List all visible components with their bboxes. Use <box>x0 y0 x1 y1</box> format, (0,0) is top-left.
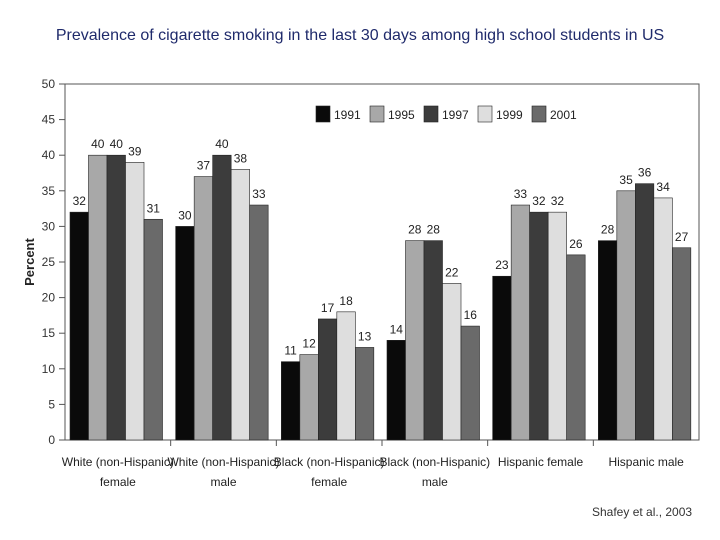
bar <box>193 176 213 441</box>
x-axis: White (non-Hispanic) female White (non-His… <box>62 455 684 489</box>
data-label: 34 <box>656 180 670 194</box>
legend-swatch <box>369 105 385 123</box>
legend-label: 1997 <box>442 108 469 122</box>
bar <box>69 211 89 441</box>
y-axis: 0 5 10 15 20 25 30 35 40 45 50 <box>42 77 65 447</box>
bar <box>423 240 443 441</box>
data-label: 14 <box>390 322 404 336</box>
data-label: 35 <box>619 173 633 187</box>
data-label: 27 <box>675 230 689 244</box>
category-label: male <box>422 475 448 489</box>
bar <box>175 226 195 441</box>
data-label: 13 <box>358 329 372 343</box>
legend-label: 2001 <box>550 108 577 122</box>
data-label: 16 <box>464 308 478 322</box>
bar <box>336 311 356 441</box>
legend-swatch <box>315 105 331 123</box>
bar <box>653 197 673 441</box>
data-label: 17 <box>321 301 335 315</box>
bar <box>212 154 232 441</box>
slide-title: Prevalence of cigarette smoking in the l… <box>55 27 665 44</box>
category-label: female <box>100 475 136 489</box>
data-label: 28 <box>427 223 441 237</box>
category-label: female <box>311 475 347 489</box>
bar <box>547 211 567 441</box>
data-label: 18 <box>339 294 353 308</box>
data-label: 40 <box>91 137 105 151</box>
legend-label: 1999 <box>496 108 523 122</box>
data-label: 33 <box>252 187 266 201</box>
bar <box>355 347 375 441</box>
y-axis-label: Percent <box>22 237 37 285</box>
data-label: 26 <box>569 237 583 251</box>
bar <box>230 169 250 441</box>
legend-label: 1991 <box>334 108 361 122</box>
bar <box>88 154 108 441</box>
legend-swatch <box>423 105 439 123</box>
bars-group: 32 40 40 39 31 30 37 40 38 33 11 12 17 18 13 14 28 28 22 16… <box>69 137 692 446</box>
data-label: 12 <box>302 337 316 351</box>
bar <box>635 183 655 441</box>
bar <box>672 247 692 441</box>
data-label: 32 <box>551 194 565 208</box>
y-tick-label: 50 <box>42 77 56 91</box>
y-tick-label: 0 <box>48 433 55 447</box>
category-label: male <box>210 475 236 489</box>
bar <box>143 218 163 441</box>
data-label: 32 <box>73 194 87 208</box>
legend-swatch <box>477 105 493 123</box>
bar <box>281 361 301 441</box>
legend: 1991 1995 1997 1999 2001 <box>315 105 577 123</box>
bar <box>492 275 512 441</box>
y-tick-label: 20 <box>42 291 56 305</box>
data-label: 28 <box>408 223 422 237</box>
y-tick-label: 35 <box>42 184 56 198</box>
y-tick-label: 15 <box>42 326 56 340</box>
y-tick-label: 10 <box>42 362 56 376</box>
bar <box>460 325 480 441</box>
bar <box>249 204 269 441</box>
bar <box>616 190 636 441</box>
y-tick-label: 30 <box>42 219 56 233</box>
data-label: 11 <box>284 344 297 358</box>
data-label: 40 <box>110 137 124 151</box>
bar <box>566 254 586 441</box>
bar <box>510 204 530 441</box>
data-label: 36 <box>638 166 652 180</box>
y-tick-label: 45 <box>42 113 56 127</box>
category-label: Black (non-Hispanic) <box>379 455 490 469</box>
bar <box>106 154 126 441</box>
category-label: White (non-Hispanic) <box>167 455 279 469</box>
data-label: 39 <box>128 144 142 158</box>
bar <box>405 240 425 441</box>
data-label: 40 <box>215 137 229 151</box>
bar <box>529 211 549 441</box>
category-label: White (non-Hispanic) <box>62 455 174 469</box>
data-label: 28 <box>601 223 615 237</box>
bar <box>598 240 618 441</box>
data-label: 23 <box>495 258 509 272</box>
data-label: 37 <box>197 159 211 173</box>
category-label: Hispanic female <box>498 455 584 469</box>
y-tick-label: 25 <box>42 255 56 269</box>
bar <box>442 283 462 441</box>
data-label: 30 <box>178 208 192 222</box>
bar <box>125 162 145 441</box>
data-label: 33 <box>514 187 528 201</box>
y-tick-label: 5 <box>48 397 55 411</box>
y-tick-label: 40 <box>42 148 56 162</box>
data-label: 22 <box>445 265 459 279</box>
bar <box>299 354 319 441</box>
legend-swatch <box>531 105 547 123</box>
data-label: 31 <box>147 201 161 215</box>
legend-label: 1995 <box>388 108 415 122</box>
category-label: Black (non-Hispanic) <box>274 455 385 469</box>
bar <box>318 318 338 441</box>
citation: Shafey et al., 2003 <box>592 505 693 519</box>
category-label: Hispanic male <box>608 455 684 469</box>
data-label: 38 <box>234 151 248 165</box>
bar <box>386 340 406 441</box>
data-label: 32 <box>532 194 546 208</box>
